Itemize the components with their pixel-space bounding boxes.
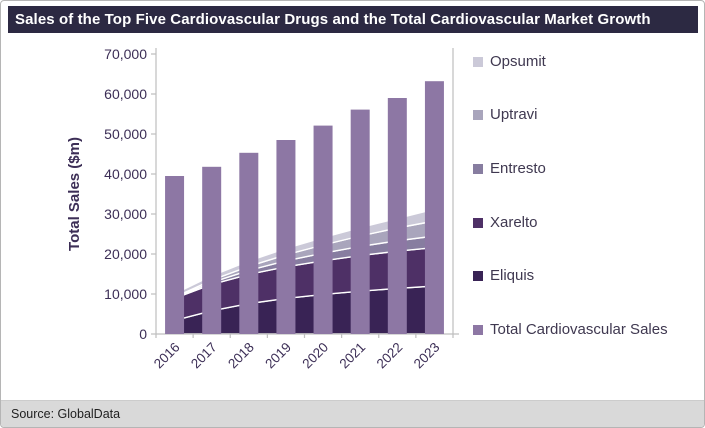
y-tick-label: 10,000 (104, 286, 147, 302)
source-bar: Source: GlobalData (1, 400, 704, 427)
y-axis-title: Total Sales ($m) (66, 137, 83, 251)
legend-item-entresto: Entresto (473, 158, 673, 180)
x-tick-label-2023: 2023 (411, 340, 443, 372)
y-tick-label: 0 (139, 326, 147, 342)
legend-swatch-icon (473, 110, 483, 120)
legend-label: Xarelto (490, 214, 538, 231)
x-tick-label-2017: 2017 (188, 340, 220, 372)
x-tick-label-2021: 2021 (336, 340, 368, 372)
bar-2018 (239, 152, 259, 334)
legend-label: Total Cardiovascular Sales (490, 321, 668, 338)
y-tick-label: 50,000 (104, 126, 147, 142)
legend-item-total-cardiovascular-sales: Total Cardiovascular Sales (473, 319, 673, 341)
x-tick-label-2019: 2019 (262, 340, 294, 372)
legend-label: Eliquis (490, 267, 535, 284)
legend-label: Opsumit (490, 53, 546, 70)
legend-item-eliquis: Eliquis (473, 265, 673, 287)
y-tick-label: 30,000 (104, 206, 147, 222)
legend-label: Uptravi (490, 106, 538, 123)
y-tick-label: 40,000 (104, 166, 147, 182)
chart-title: Sales of the Top Five Cardiovascular Dru… (15, 11, 651, 28)
legend-swatch-icon (473, 218, 483, 228)
source-text: Source: GlobalData (11, 406, 121, 421)
chart-title-bar: Sales of the Top Five Cardiovascular Dru… (8, 6, 698, 33)
y-tick-label: 20,000 (104, 246, 147, 262)
y-tick-label: 60,000 (104, 86, 147, 102)
legend-item-uptravi: Uptravi (473, 104, 673, 126)
bar-2023 (424, 81, 444, 334)
x-tick-label-2022: 2022 (374, 340, 406, 372)
bar-2022 (387, 98, 407, 334)
legend-swatch-icon (473, 57, 483, 67)
legend-label: Entresto (490, 160, 546, 177)
legend: Opsumit Uptravi Entresto Xarelto Eliquis Tota… (473, 37, 699, 393)
legend-swatch-icon (473, 271, 483, 281)
y-tick-label: 70,000 (104, 46, 147, 62)
bar-2020 (313, 125, 333, 334)
plot-area: 0 10,000 20,000 30,000 40,000 50,000 60,000 70,… (66, 46, 459, 372)
x-tick-label-2020: 2020 (299, 340, 331, 372)
x-tick-label-2018: 2018 (225, 340, 257, 372)
bar-2021 (350, 109, 370, 334)
bar-2019 (276, 140, 296, 334)
legend-swatch-icon (473, 325, 483, 335)
bar-2016 (165, 176, 185, 334)
plot-container: 0 10,000 20,000 30,000 40,000 50,000 60,000 70,… (1, 33, 471, 401)
legend-item-xarelto: Xarelto (473, 212, 673, 234)
x-tick-label-2016: 2016 (151, 340, 183, 372)
bar-2017 (202, 166, 222, 334)
legend-item-opsumit: Opsumit (473, 51, 673, 73)
legend-swatch-icon (473, 164, 483, 174)
